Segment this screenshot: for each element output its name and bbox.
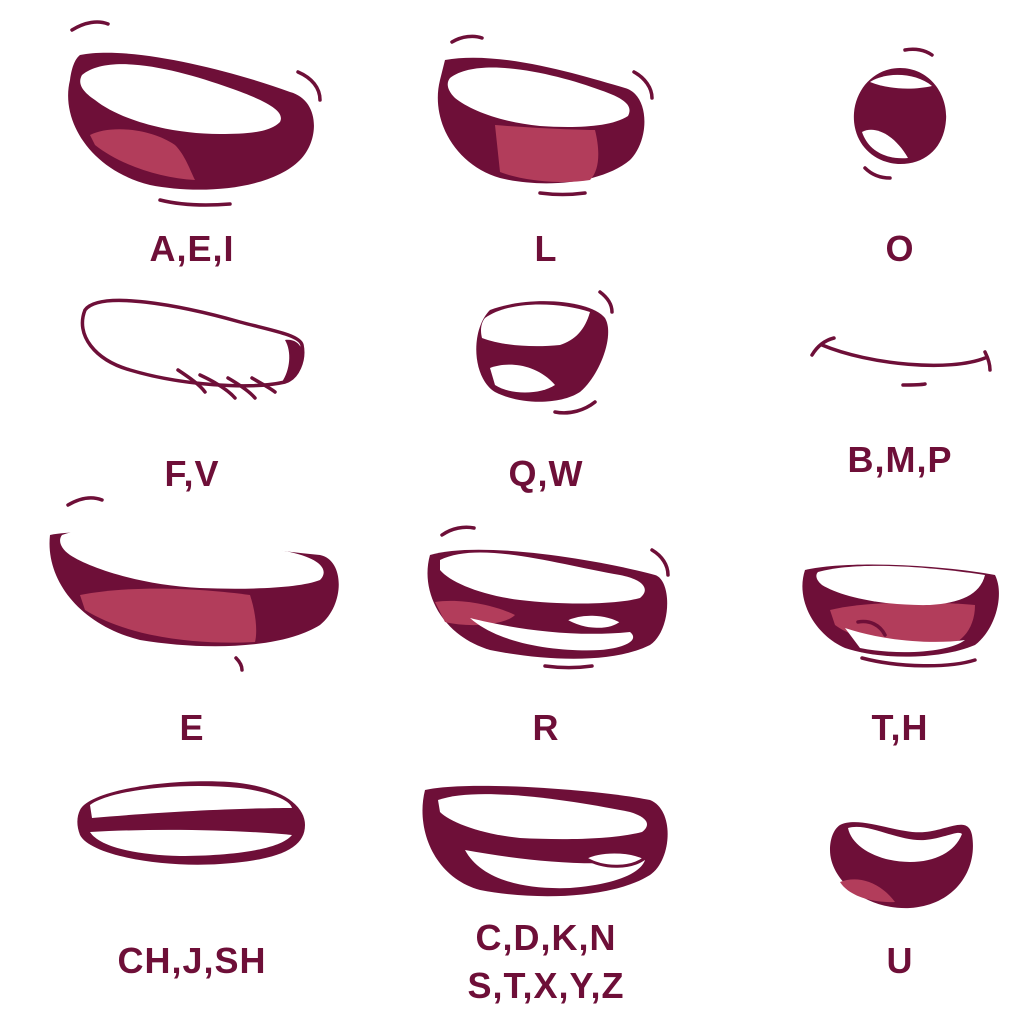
mouth-u-icon xyxy=(830,822,973,909)
mouth-fv-icon xyxy=(80,298,305,400)
label-sttxyz: S,T,X,Y,Z xyxy=(467,965,625,1006)
label-o: O xyxy=(885,228,915,269)
label-l: L xyxy=(534,228,558,269)
label-qw: Q,W xyxy=(508,453,584,494)
label-r: R xyxy=(532,707,560,748)
label-aei: A,E,I xyxy=(149,228,235,269)
mouth-chjsh-icon xyxy=(77,781,305,865)
mouth-bmp-icon xyxy=(810,336,992,387)
mouth-th-icon xyxy=(802,564,999,668)
label-e: E xyxy=(179,707,205,748)
mouth-qw-icon xyxy=(476,290,614,415)
label-bmp: B,M,P xyxy=(847,439,953,480)
mouth-cdkn-icon xyxy=(422,785,668,897)
mouth-r-icon xyxy=(427,525,670,670)
label-u: U xyxy=(886,940,914,981)
mouth-aei-icon xyxy=(68,20,322,207)
label-chjsh: CH,J,SH xyxy=(117,940,267,981)
mouth-o-icon xyxy=(853,47,947,180)
label-cdkn: C,D,K,N xyxy=(475,917,617,958)
label-fv: F,V xyxy=(164,453,220,494)
label-th: T,H xyxy=(871,707,929,748)
mouth-e-icon xyxy=(49,496,339,672)
mouth-l-icon xyxy=(437,34,654,197)
